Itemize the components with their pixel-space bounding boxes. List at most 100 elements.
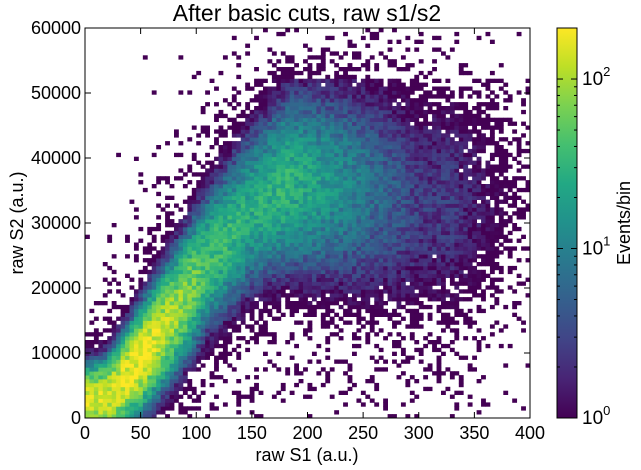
heatmap-cell: [271, 289, 277, 294]
heatmap-cell: [405, 301, 411, 306]
heatmap-cell: [151, 351, 157, 356]
heatmap-cell: [329, 109, 335, 115]
heatmap-cell: [400, 215, 406, 220]
heatmap-cell: [254, 168, 259, 173]
heatmap-cell: [400, 195, 406, 200]
heatmap-cell: [285, 121, 291, 126]
heatmap-cell: [267, 195, 273, 200]
heatmap-cell: [209, 312, 215, 317]
heatmap-cell: [436, 277, 442, 282]
heatmap-cell: [360, 234, 366, 239]
heatmap-cell: [427, 109, 433, 115]
heatmap-cell: [267, 262, 273, 267]
heatmap-cell: [196, 269, 202, 275]
heatmap-cell: [352, 137, 357, 142]
heatmap-cell: [445, 312, 451, 317]
heatmap-cell: [400, 258, 406, 263]
heatmap-cell: [320, 90, 326, 95]
heatmap-cell: [369, 289, 375, 294]
heatmap-cell: [311, 238, 317, 243]
heatmap-cell: [147, 351, 153, 356]
heatmap-cell: [263, 191, 268, 197]
heatmap-cell: [405, 308, 411, 314]
heatmap-cell: [387, 285, 393, 290]
heatmap-cell: [271, 129, 277, 134]
heatmap-cell: [249, 133, 255, 138]
heatmap-cell: [218, 215, 224, 220]
heatmap-cell: [320, 133, 326, 138]
heatmap-cell: [414, 199, 420, 204]
heatmap-cell: [156, 406, 162, 411]
heatmap-cell: [196, 355, 202, 360]
heatmap-cell: [174, 382, 179, 388]
heatmap-cell: [463, 187, 469, 193]
heatmap-cell: [458, 121, 464, 126]
heatmap-cell: [436, 219, 442, 224]
heatmap-cell: [249, 230, 255, 236]
heatmap-cell: [245, 133, 251, 138]
heatmap-cell: [271, 285, 277, 290]
heatmap-cell: [218, 113, 224, 119]
heatmap-cell: [320, 269, 326, 275]
heatmap-cell: [205, 258, 210, 263]
heatmap-cell: [427, 129, 433, 134]
heatmap-cell: [182, 199, 188, 204]
heatmap-cell: [209, 215, 215, 220]
heatmap-cell: [98, 390, 104, 395]
heatmap-cell: [409, 390, 415, 395]
heatmap-cell: [334, 125, 340, 130]
heatmap-cell: [334, 203, 340, 208]
heatmap-cell: [227, 141, 233, 146]
heatmap-cell: [387, 137, 393, 142]
heatmap-cell: [196, 316, 202, 321]
heatmap-cell: [409, 86, 415, 91]
heatmap-cell: [392, 289, 397, 294]
heatmap-cell: [249, 219, 255, 224]
heatmap-cell: [214, 340, 219, 345]
heatmap-cell: [289, 125, 295, 130]
heatmap-cell: [298, 98, 304, 103]
heatmap-cell: [311, 226, 317, 232]
heatmap-cell: [222, 277, 228, 282]
heatmap-cell: [418, 156, 424, 161]
heatmap-cell: [294, 320, 299, 325]
heatmap-cell: [405, 230, 411, 236]
heatmap-cell: [191, 187, 197, 193]
heatmap-cell: [463, 137, 469, 142]
heatmap-cell: [258, 160, 264, 165]
heatmap-cell: [325, 285, 331, 290]
heatmap-cell: [418, 316, 424, 321]
heatmap-cell: [303, 67, 308, 72]
heatmap-cell: [298, 304, 304, 310]
heatmap-cell: [276, 67, 282, 72]
heatmap-cell: [258, 308, 264, 314]
heatmap-cell: [316, 293, 322, 298]
heatmap-cell: [427, 304, 433, 310]
heatmap-cell: [414, 172, 420, 177]
heatmap-cell: [414, 195, 420, 200]
heatmap-cell: [418, 82, 424, 87]
heatmap-cell: [356, 141, 362, 146]
heatmap-cell: [458, 156, 464, 161]
heatmap-cell: [169, 379, 175, 384]
heatmap-cell: [378, 262, 384, 267]
heatmap-cell: [160, 293, 166, 298]
heatmap-cell: [165, 262, 170, 267]
heatmap-cell: [187, 90, 193, 95]
heatmap-cell: [392, 168, 397, 173]
heatmap-cell: [182, 285, 188, 290]
heatmap-cell: [236, 238, 242, 243]
heatmap-cell: [102, 398, 108, 403]
heatmap-cell: [316, 223, 322, 228]
heatmap-cell: [320, 102, 326, 107]
heatmap-cell: [196, 265, 202, 271]
heatmap-cell: [365, 238, 371, 243]
heatmap-cell: [316, 125, 322, 130]
heatmap-cell: [432, 277, 437, 282]
heatmap-cell: [169, 308, 175, 314]
heatmap-cell: [352, 121, 357, 126]
heatmap-cell: [209, 234, 215, 239]
heatmap-cell: [227, 281, 233, 286]
heatmap-cell: [133, 406, 139, 411]
heatmap-cell: [352, 304, 357, 310]
